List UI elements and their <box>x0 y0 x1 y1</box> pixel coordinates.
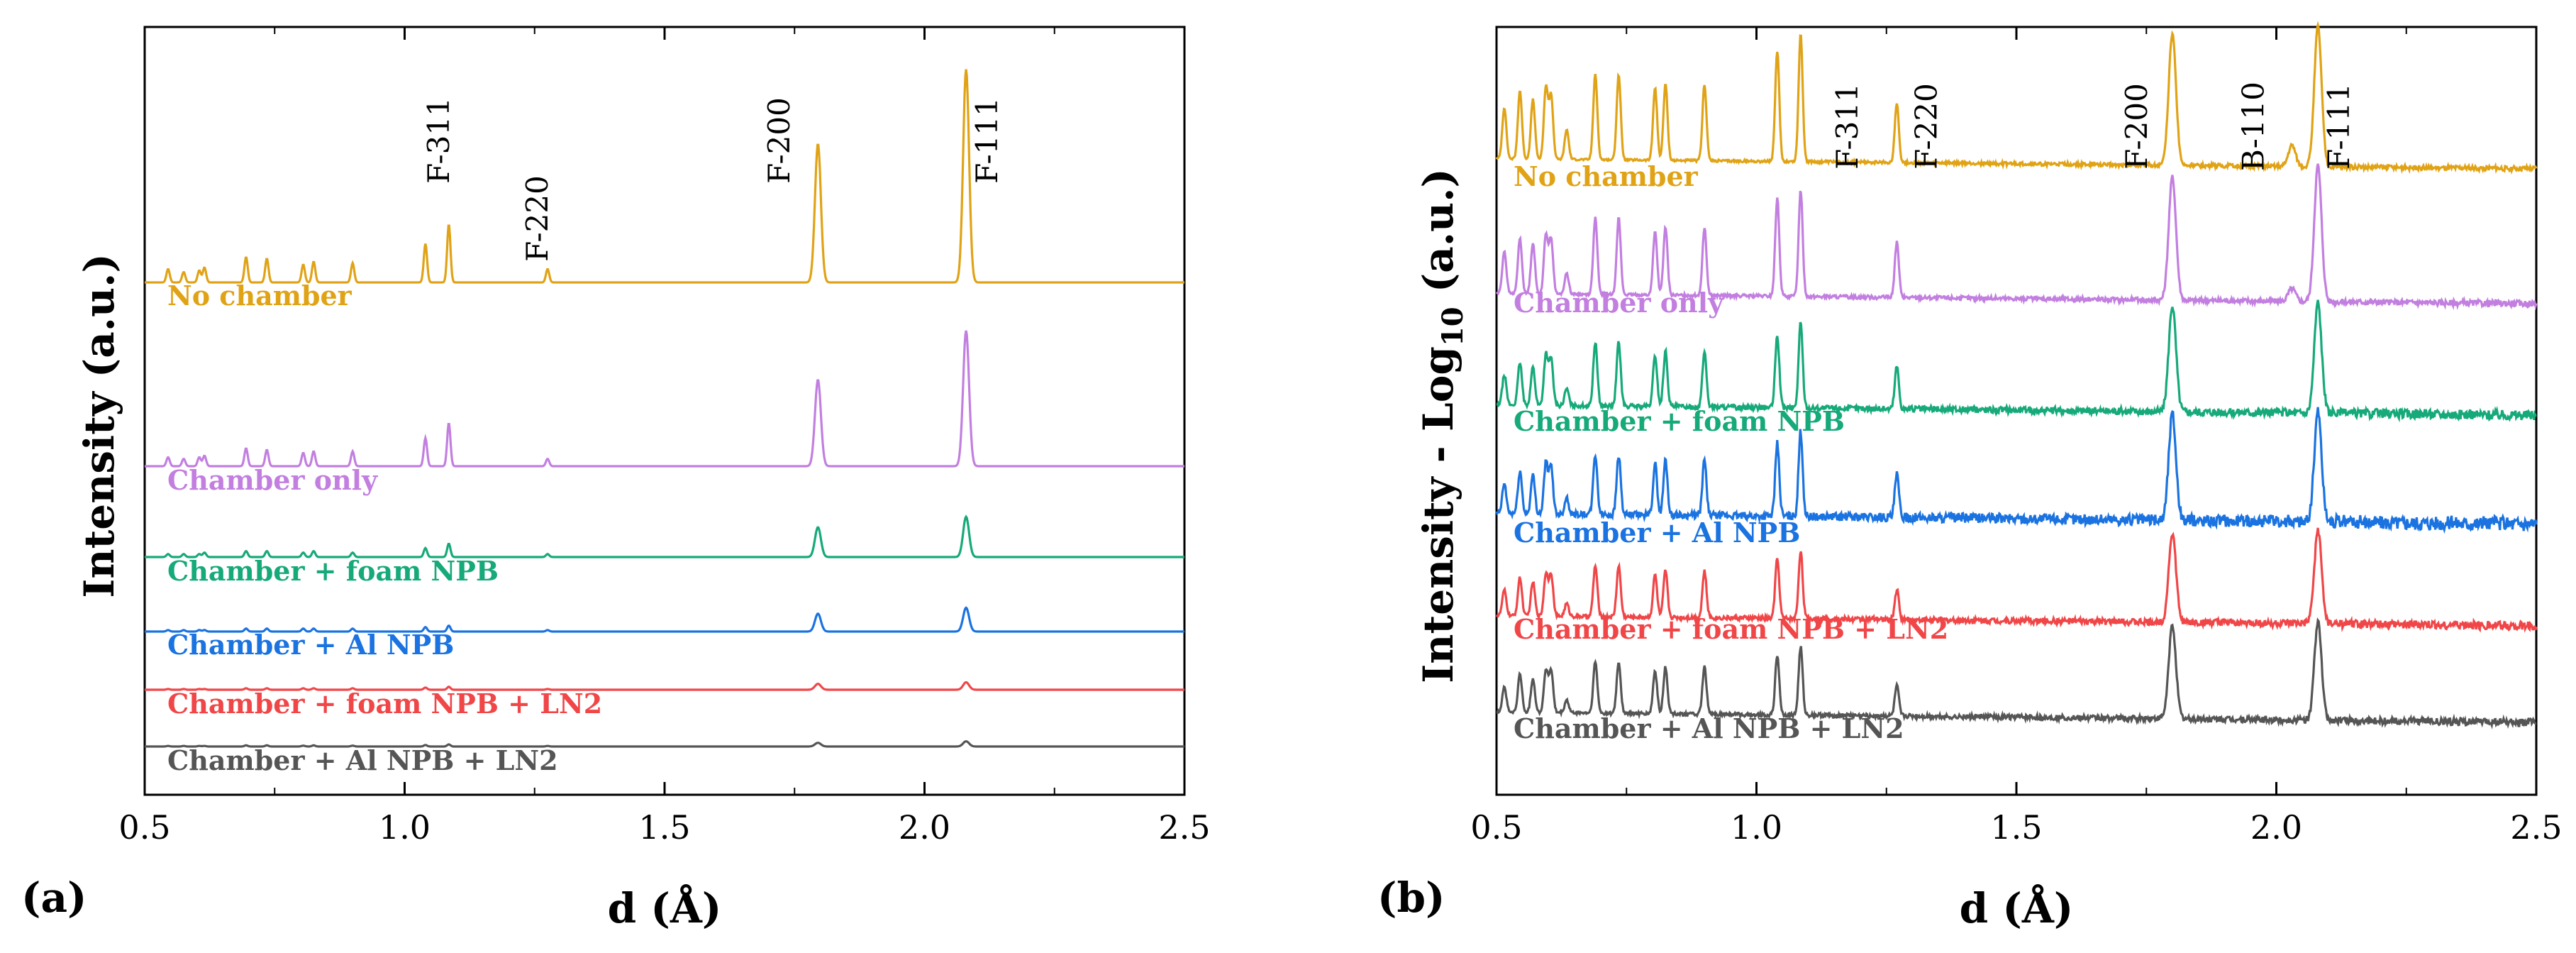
series-label: Chamber + foam NPB <box>167 555 499 587</box>
peak-label: F-311 <box>421 97 456 184</box>
series-label: Chamber + Al NPB <box>1514 517 1800 549</box>
series-line-chamber-al-npb-ln2 <box>1496 617 2537 729</box>
series-line-chamber-foam-npb <box>145 514 1184 558</box>
series-label: Chamber only <box>167 464 378 496</box>
panel-a-x-ticks: 0.5 1.0 1.5 2.0 2.5 <box>118 27 1211 847</box>
series-label: Chamber + Al NPB + LN2 <box>167 744 558 776</box>
panel-b-xlabel: d (Å) <box>1960 884 2074 932</box>
x-tick-label: 0.5 <box>1470 808 1522 847</box>
panel-b-ylabel: Intensity - Log10 (a.u.) <box>1414 168 1470 683</box>
panel-a: Intensity (a.u.) 0.5 1.0 1.5 2.0 2.5 F-311F-… <box>21 26 1211 932</box>
series-line-chamber-foam-npb-ln2 <box>1495 527 2538 633</box>
series-line-chamber-only <box>1495 163 2538 311</box>
series-label: Chamber + foam NPB + LN2 <box>1514 613 1948 645</box>
x-tick-label: 2.0 <box>899 808 950 847</box>
panel-b-series-labels: No chamber Chamber only Chamber + foam NPB… <box>1514 160 1948 744</box>
series-label: Chamber + foam NPB + LN2 <box>167 688 602 720</box>
series-label: Chamber only <box>1514 287 1724 319</box>
x-tick-label: 1.5 <box>638 808 690 847</box>
panel-a-series-labels: No chamber Chamber only Chamber + foam NPB… <box>167 280 602 776</box>
x-tick-label: 2.5 <box>2510 808 2562 847</box>
x-tick-label: 1.5 <box>1990 808 2042 847</box>
peak-label: F-220 <box>1909 83 1943 170</box>
peak-label: F-311 <box>1830 83 1865 170</box>
series-label: Chamber + Al NPB + LN2 <box>1514 712 1904 744</box>
x-tick-label: 0.5 <box>118 808 170 847</box>
series-line-chamber-al-npb <box>1495 407 2538 534</box>
panel-b-peak-labels: F-311 F-220 F-200 B-110 F-111 <box>1830 82 2356 171</box>
peak-label: B-110 <box>2236 82 2271 171</box>
series-line-chamber-only <box>145 330 1184 468</box>
peak-label: F-111 <box>2321 83 2356 170</box>
series-line-chamber-foam-npb <box>1496 299 2537 423</box>
panel-b-series-lines <box>1495 21 2538 729</box>
x-tick-label: 2.5 <box>1158 808 1210 847</box>
series-label: No chamber <box>1514 160 1699 192</box>
peak-label: F-200 <box>2119 83 2154 170</box>
x-tick-label: 2.0 <box>2250 808 2302 847</box>
peak-label: F-111 <box>970 97 1004 184</box>
series-label: Chamber + foam NPB <box>1514 405 1845 437</box>
series-line-no-chamber <box>145 69 1184 284</box>
panel-b-label: (b) <box>1377 874 1445 922</box>
panel-a-series-lines <box>145 69 1184 748</box>
panel-b-ylabel-main: Intensity - Log <box>1414 346 1462 683</box>
peak-label: F-220 <box>520 175 555 262</box>
series-label: No chamber <box>167 280 352 312</box>
panel-a-ylabel: Intensity (a.u.) <box>75 253 123 598</box>
series-label: Chamber + Al NPB <box>167 629 454 661</box>
panel-b-x-ticks: 0.5 1.0 1.5 2.0 2.5 <box>1470 27 2563 847</box>
x-tick-label: 1.0 <box>1731 808 1782 847</box>
series-line-no-chamber <box>1495 21 2538 175</box>
peak-label: F-200 <box>762 97 796 184</box>
series-line-chamber-al-npb <box>145 606 1184 633</box>
x-tick-label: 1.0 <box>379 808 431 847</box>
panel-a-xlabel: d (Å) <box>608 884 722 932</box>
panel-a-peak-labels: F-311 F-220 F-200 F-111 <box>421 97 1004 262</box>
panel-b-ylabel-suffix: (a.u.) <box>1414 168 1462 307</box>
panel-a-plot-frame <box>143 26 1186 796</box>
panel-b: Intensity - Log10 (a.u.) 0.5 1.0 1.5 2.0 2.5… <box>1377 21 2563 932</box>
series-line-chamber-foam-npb-ln2 <box>145 681 1184 691</box>
series-line-chamber-al-npb-ln2 <box>145 740 1184 748</box>
panel-a-label: (a) <box>21 874 87 922</box>
panel-b-ylabel-subscript: 10 <box>1436 307 1470 346</box>
